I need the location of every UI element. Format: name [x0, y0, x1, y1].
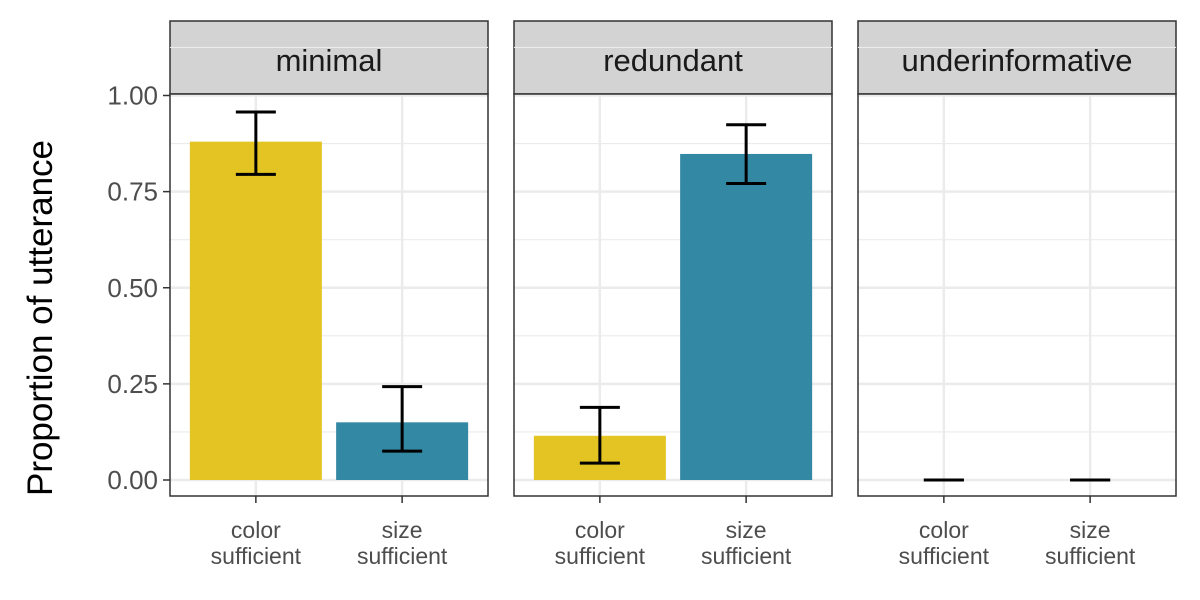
error-bar-redundant-size [726, 123, 767, 186]
x-tick-label: color sufficient [555, 517, 646, 569]
x-tick-label: size sufficient [701, 517, 792, 569]
error-bar-redundant-color [579, 405, 620, 465]
y-tick-label: 0.00 [107, 465, 158, 495]
x-tick-label-line: sufficient [357, 543, 448, 569]
panel-border [169, 93, 489, 497]
x-tick-label-line: color [231, 517, 281, 543]
x-tick-label-line: sufficient [701, 543, 792, 569]
panel-background [858, 94, 1176, 496]
x-tick-label-line: sufficient [899, 543, 990, 569]
bar-minimal-color [189, 141, 322, 480]
y-tick-label: 0.50 [107, 273, 158, 303]
y-tick-label: 0.75 [107, 177, 158, 207]
panel-border [513, 93, 833, 497]
x-tick-label-line: sufficient [555, 543, 646, 569]
x-tick-label-line: size [382, 517, 423, 543]
facet-strip-label: underinformative [902, 43, 1133, 78]
error-bar-minimal-size [382, 385, 423, 453]
error-bar-minimal-color [235, 110, 276, 176]
y-axis: 0.00 0.25 0.50 0.75 1.00 [107, 81, 170, 495]
facet-strip [169, 20, 489, 95]
facet-strip [857, 20, 1177, 95]
y-axis-title: Proportion of utterance [21, 140, 60, 496]
facet-strip-label: minimal [276, 43, 383, 78]
bar-redundant-size [680, 153, 813, 480]
x-tick-label-line: sufficient [211, 543, 302, 569]
facet-strip-label: redundant [603, 43, 743, 78]
x-tick-label-line: size [1070, 517, 1111, 543]
x-tick-label: size sufficient [1045, 517, 1136, 569]
x-tick-label-line: color [919, 517, 969, 543]
panel-border [857, 93, 1177, 497]
x-tick-label: color sufficient [899, 517, 990, 569]
y-tick-label: 0.25 [107, 369, 158, 399]
y-tick-label: 1.00 [107, 81, 158, 111]
x-tick-label-line: size [726, 517, 767, 543]
x-tick-label: size sufficient [357, 517, 448, 569]
x-tick-label-line: sufficient [1045, 543, 1136, 569]
facet-strip [513, 20, 833, 95]
x-tick-label: color sufficient [211, 517, 302, 569]
x-tick-label-line: color [575, 517, 625, 543]
